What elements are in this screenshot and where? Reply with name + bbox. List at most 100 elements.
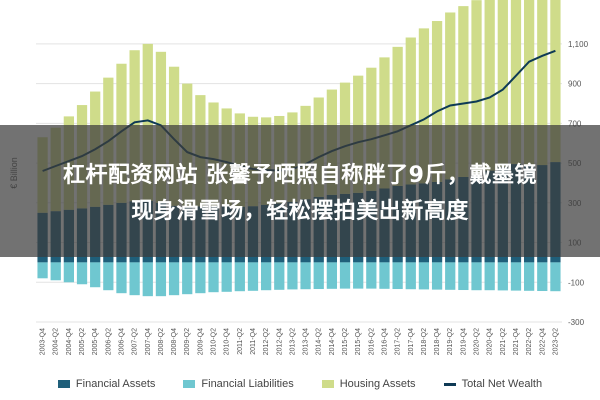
- bar-financial-liabilities: [182, 262, 193, 295]
- x-tick-label: 2007-Q2: [132, 328, 139, 355]
- bar-financial-liabilities: [497, 262, 508, 291]
- x-tick-label: 2017-Q4: [408, 328, 415, 355]
- bar-housing-assets: [471, 0, 482, 175]
- bar-financial-liabilities: [155, 262, 167, 297]
- bar-financial-liabilities: [37, 262, 48, 279]
- x-tick-label: 2015-Q2: [342, 328, 349, 355]
- y-tick-label: 900: [568, 80, 582, 89]
- bar-financial-liabilities: [484, 262, 495, 291]
- x-tick-label: 2008-Q4: [171, 328, 178, 355]
- legend-swatch-housing-assets: [321, 380, 334, 388]
- x-tick-label: 2010-Q2: [211, 328, 218, 355]
- x-tick-label: 2017-Q2: [395, 328, 402, 355]
- bar-financial-liabilities: [418, 262, 430, 290]
- x-tick-label: 2011-Q4: [250, 328, 257, 355]
- bar-financial-liabilities: [510, 262, 522, 291]
- bar-financial-liabilities: [523, 262, 535, 291]
- y-tick-label: -300: [568, 318, 585, 327]
- bar-financial-liabilities: [326, 262, 338, 289]
- caption-overlay: [0, 125, 600, 257]
- x-tick-label: 2018-Q2: [421, 328, 428, 355]
- bar-housing-assets: [379, 57, 390, 189]
- x-tick-label: 2004-Q4: [66, 328, 73, 355]
- bar-financial-liabilities: [103, 262, 114, 291]
- y-tick-label: 1,100: [568, 40, 589, 49]
- legend-label-housing-assets: Housing Assets: [339, 378, 416, 390]
- bar-housing-assets: [497, 0, 508, 168]
- x-tick-label: 2019-Q4: [460, 328, 467, 355]
- bar-housing-assets: [445, 12, 456, 180]
- x-tick-label: 2018-Q4: [434, 328, 441, 355]
- bar-financial-liabilities: [431, 262, 443, 290]
- bar-financial-liabilities: [142, 262, 153, 297]
- legend-swatch-financial-assets: [57, 380, 70, 388]
- x-tick-label: 2009-Q4: [197, 328, 204, 355]
- x-tick-label: 2020-Q4: [487, 328, 494, 355]
- bar-housing-assets: [550, 0, 561, 163]
- legend-item-financial-assets: Financial Assets: [57, 378, 156, 390]
- legend-swatch-net-wealth: [443, 382, 456, 386]
- bar-housing-assets: [405, 37, 416, 185]
- bar-financial-liabilities: [247, 262, 259, 291]
- x-tick-label: 2022-Q4: [539, 328, 546, 355]
- bar-housing-assets: [523, 0, 535, 166]
- x-tick-label: 2021-Q2: [500, 328, 507, 355]
- bar-financial-liabilities: [63, 262, 75, 283]
- bar-financial-liabilities: [353, 262, 364, 289]
- x-tick-label: 2020-Q2: [474, 328, 481, 355]
- x-tick-label: 2023-Q2: [552, 328, 559, 355]
- caption-text: 杠杆配资网站 张馨予晒照自称胖了9斤，戴墨镜 现身滑雪场，轻松摆拍美出新高度: [0, 158, 600, 230]
- bar-financial-liabilities: [90, 262, 101, 288]
- bar-financial-liabilities: [129, 262, 140, 296]
- legend-label-financial-assets: Financial Assets: [75, 378, 156, 390]
- x-tick-label: 2014-Q4: [329, 328, 336, 355]
- bar-housing-assets: [537, 0, 548, 166]
- x-tick-label: 2012-Q2: [263, 328, 270, 355]
- x-tick-label: 2010-Q4: [224, 328, 231, 355]
- x-tick-label: 2022-Q2: [526, 328, 533, 355]
- y-tick-label: -100: [568, 278, 585, 287]
- x-tick-label: 2019-Q2: [447, 328, 454, 355]
- legend-label-financial-liabilities: Financial Liabilities: [201, 378, 294, 390]
- bar-financial-liabilities: [274, 262, 285, 290]
- bar-financial-liabilities: [116, 262, 127, 294]
- bar-financial-liabilities: [405, 262, 416, 290]
- bar-financial-liabilities: [313, 262, 324, 290]
- x-tick-label: 2016-Q4: [381, 328, 388, 355]
- x-tick-label: 2021-Q4: [513, 328, 520, 355]
- bar-housing-assets: [431, 21, 443, 182]
- x-tick-label: 2012-Q4: [276, 328, 283, 355]
- x-tick-label: 2009-Q2: [184, 328, 191, 355]
- legend-item-financial-liabilities: Financial Liabilities: [183, 378, 294, 390]
- x-tick-label: 2004-Q2: [53, 328, 60, 355]
- x-tick-label: 2015-Q4: [355, 328, 362, 355]
- caption-line-2: 现身滑雪场，轻松摆拍美出新高度: [131, 199, 469, 224]
- bar-housing-assets: [418, 28, 430, 184]
- bar-financial-liabilities: [260, 262, 272, 291]
- bar-financial-liabilities: [234, 262, 245, 292]
- bar-financial-liabilities: [339, 262, 351, 289]
- bar-financial-liabilities: [287, 262, 298, 290]
- x-tick-label: 2003-Q4: [40, 328, 47, 355]
- bar-financial-liabilities: [537, 262, 548, 292]
- bar-financial-liabilities: [366, 262, 377, 289]
- x-tick-label: 2007-Q4: [145, 328, 152, 355]
- x-tick-label: 2006-Q4: [118, 328, 125, 355]
- bar-financial-liabilities: [208, 262, 219, 293]
- legend: Financial Assets Financial Liabilities H…: [0, 374, 600, 394]
- legend-label-net-wealth: Total Net Wealth: [461, 378, 543, 390]
- x-tick-label: 2008-Q2: [158, 328, 165, 355]
- bar-financial-liabilities: [221, 262, 232, 292]
- bar-financial-liabilities: [168, 262, 180, 296]
- x-tick-label: 2014-Q2: [316, 328, 323, 355]
- bar-housing-assets: [458, 6, 469, 177]
- y-tick-label: 700: [568, 119, 582, 128]
- legend-swatch-financial-liabilities: [183, 380, 196, 388]
- bar-financial-liabilities: [445, 262, 456, 290]
- legend-item-housing-assets: Housing Assets: [321, 378, 416, 390]
- bar-financial-liabilities: [50, 262, 61, 281]
- bar-financial-liabilities: [471, 262, 482, 291]
- bar-financial-liabilities: [458, 262, 469, 291]
- x-tick-label: 2013-Q4: [303, 328, 310, 355]
- bar-housing-assets: [392, 46, 403, 186]
